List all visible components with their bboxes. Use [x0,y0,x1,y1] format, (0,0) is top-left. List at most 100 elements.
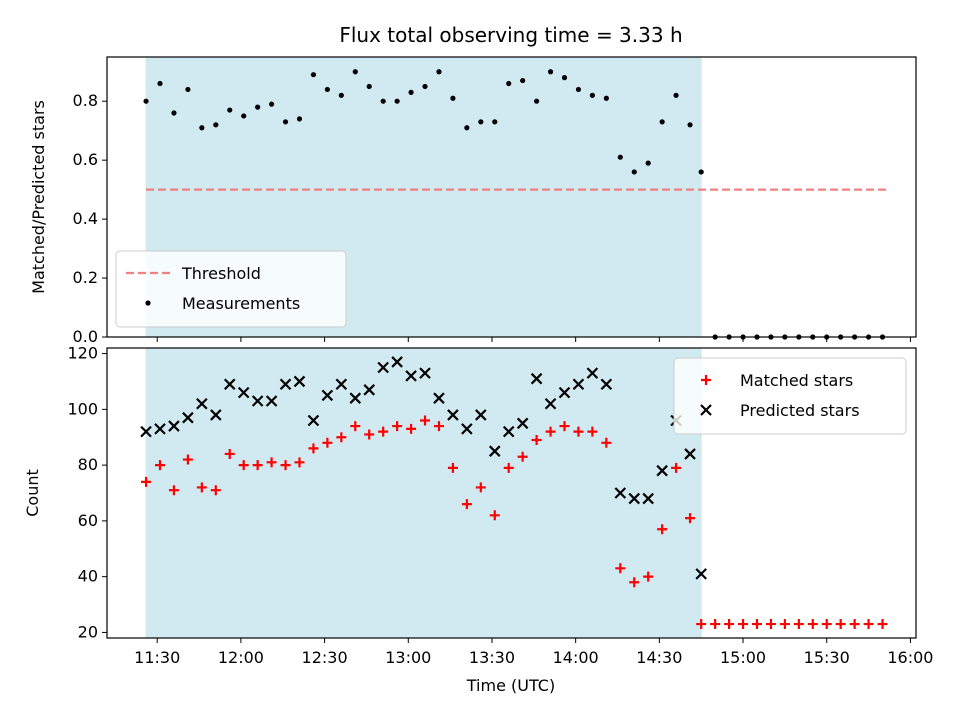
legend-marker [700,404,712,416]
x-tick-label: 11:30 [134,648,180,667]
predicted-point [695,568,707,580]
predicted-point [516,417,529,430]
chart-title: Flux total observing time = 3.33 h [339,23,682,47]
matched-point [168,485,179,496]
predicted-point [628,492,641,505]
matched-point [155,460,166,471]
matched-point [793,619,804,630]
x-axis-label: Time (UTC) [466,676,555,695]
matched-point [406,423,417,434]
y-tick-label: 80 [78,455,98,474]
predicted-point [154,423,166,435]
y-tick-label: 40 [78,567,98,586]
predicted-point [558,386,571,399]
y-tick-label: 20 [78,622,98,641]
measurement-point [520,77,526,84]
matched-point [224,448,235,459]
predicted-point [210,409,222,421]
measurement-point [324,86,330,93]
matched-point [182,454,193,465]
matched-point [489,510,500,521]
matched-point [517,451,528,462]
predicted-point [307,414,320,427]
matched-point [643,571,654,582]
matched-point [433,421,444,432]
y-tick-label: 0.4 [73,209,98,228]
measurement-point [255,104,261,110]
x-tick-label: 14:30 [636,648,682,667]
legend-marker [701,375,711,385]
measurement-point [338,92,344,98]
measurement-point [171,110,177,116]
matched-point [629,577,640,588]
measurement-point [241,113,247,119]
matched-point [322,437,333,448]
matched-point [710,619,721,630]
legend-label: Predicted stars [740,401,860,420]
y-tick-label: 0.8 [73,91,98,110]
measurement-point [185,86,191,93]
measurement-point [492,119,498,125]
predicted-point [488,445,501,457]
legend-label: Measurements [182,294,300,313]
legend-marker [145,300,151,306]
measurement-point [506,80,512,87]
measurement-point [478,119,484,125]
y-tick-label: 0.0 [73,327,98,346]
plot-frame [106,56,917,338]
matched-point [849,619,860,630]
matched-point [420,415,431,426]
measurement-point [561,75,568,81]
y-tick-label: 120 [67,344,98,363]
predicted-point [405,370,417,382]
measurement-point [617,154,623,160]
predicted-point [279,378,292,391]
predicted-point [475,409,487,421]
measurement-point [698,169,704,175]
legend-box [115,250,347,328]
matched-point [475,482,486,493]
x-tick-label: 14:00 [553,648,599,667]
y-axis-label: Matched/Predicted stars [29,100,48,294]
matched-point [765,619,776,630]
measurement-point [143,98,149,104]
matched-point [252,460,263,471]
measurement-point [157,80,163,87]
matched-point [587,426,598,437]
predicted-point [377,361,389,374]
measurement-point [366,83,372,90]
matched-point [336,432,347,443]
measurement-point [464,125,470,131]
predicted-point [140,425,152,438]
predicted-point [251,395,264,407]
measurement-point [589,92,596,98]
predicted-point [168,420,180,432]
matched-point [461,499,472,510]
measurement-point [282,119,289,125]
predicted-point [391,356,403,368]
predicted-point [684,448,696,460]
matched-point [863,619,874,630]
measurement-point [673,92,679,98]
x-tick-label: 15:30 [804,648,850,667]
matched-point [308,443,319,454]
matched-point [696,619,707,630]
measurement-point [296,116,303,122]
predicted-point [237,386,250,399]
matched-point [350,421,361,432]
measurement-point [436,69,442,75]
matched-point [531,435,542,446]
matched-point [392,421,403,432]
measurement-point [310,72,317,78]
matched-point [210,485,221,496]
predicted-point [600,378,613,391]
predicted-point [265,395,278,407]
legend-label: Threshold [181,264,261,283]
predicted-point [461,423,473,435]
x-tick-label: 12:30 [302,648,348,667]
predicted-point [321,389,334,402]
predicted-point [502,425,515,438]
measurement-point [687,122,693,128]
measurement-point [352,69,358,75]
